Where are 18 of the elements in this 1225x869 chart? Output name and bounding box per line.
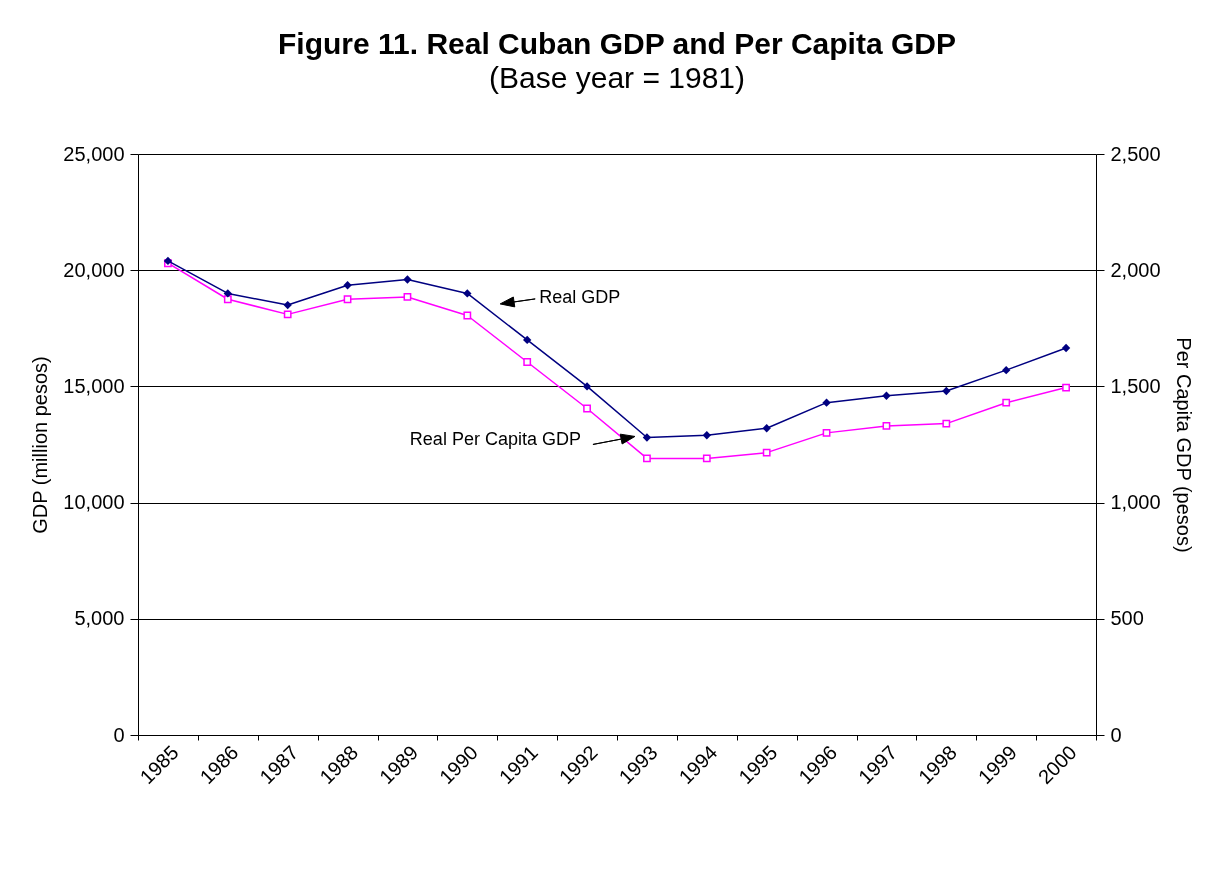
y2-tick-label: 2,000 — [1110, 258, 1161, 281]
y2-tick-label: 0 — [1110, 723, 1122, 746]
y-tick-label: 0 — [113, 723, 125, 746]
y2-axis-title: Per Capita GDP (pesos) — [1172, 337, 1195, 553]
chart-subtitle: (Base year = 1981) — [489, 61, 745, 94]
series-label: Real GDP — [539, 286, 621, 307]
y-tick-label: 5,000 — [74, 607, 125, 630]
chart-title: Figure 11. Real Cuban GDP and Per Capita GDP — [278, 27, 956, 60]
y2-tick-label: 1,500 — [1110, 374, 1161, 397]
y2-tick-label: 1,000 — [1110, 491, 1161, 514]
y-tick-label: 25,000 — [63, 142, 125, 165]
y-tick-label: 10,000 — [63, 491, 125, 514]
y-axis-title: GDP (million pesos) — [29, 356, 52, 534]
y-tick-label: 20,000 — [63, 258, 125, 281]
y2-tick-label: 500 — [1110, 607, 1144, 630]
y2-tick-label: 2,500 — [1110, 142, 1161, 165]
series-label: Real Per Capita GDP — [409, 429, 581, 450]
y-tick-label: 15,000 — [63, 374, 125, 397]
